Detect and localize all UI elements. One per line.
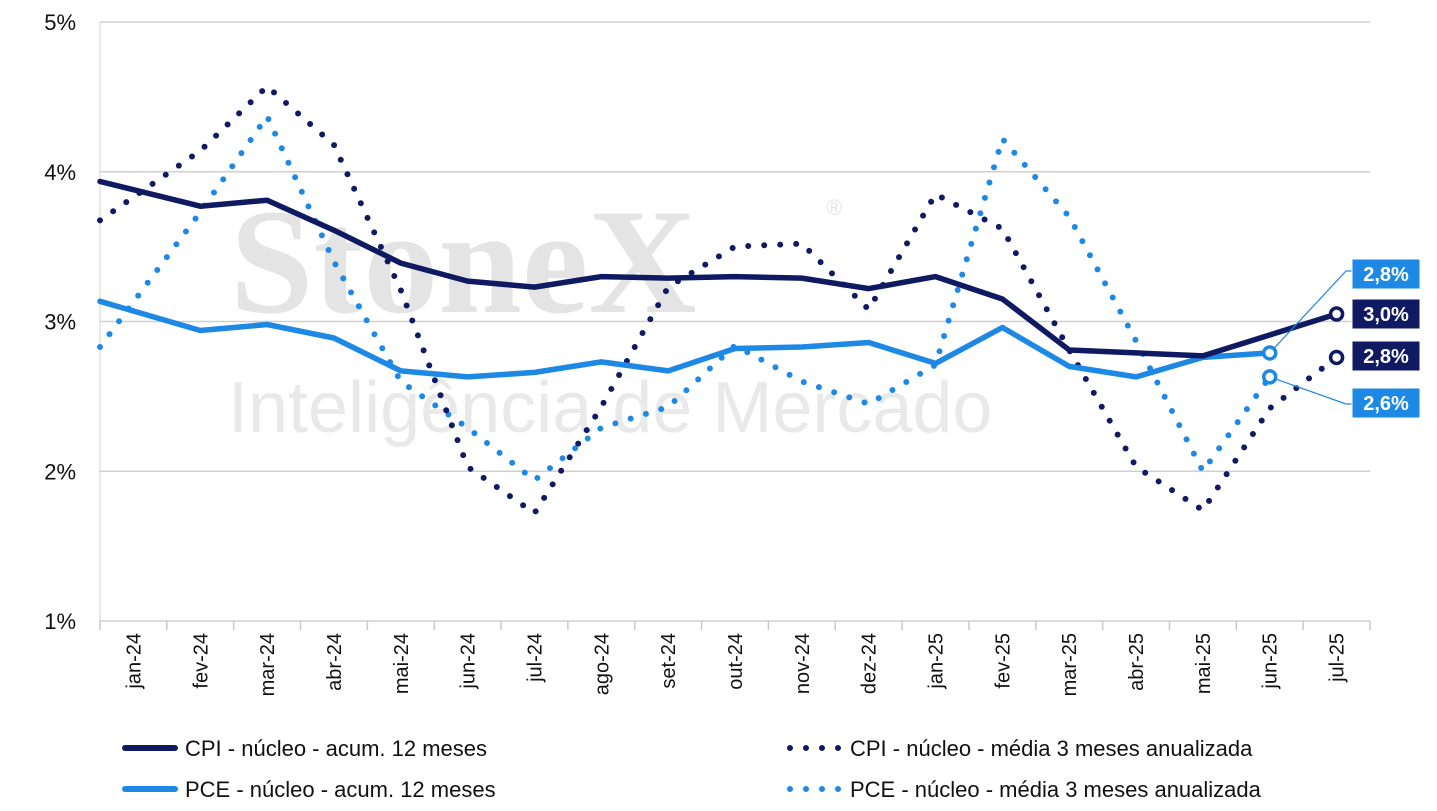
y-tick-label: 5% <box>44 10 76 35</box>
watermark-subtitle: Inteligência de Mercado <box>228 368 992 448</box>
series-end-marker <box>1261 369 1278 385</box>
y-tick-label: 1% <box>44 609 76 634</box>
watermark-registered-mark: ® <box>826 195 842 220</box>
legend-label: CPI - núcleo - acum. 12 meses <box>185 736 487 761</box>
watermark: StoneX ® Inteligência de Mercado <box>228 179 992 448</box>
legend-label: PCE - núcleo - acum. 12 meses <box>185 777 496 802</box>
x-tick-label: mar-25 <box>1059 633 1081 696</box>
series-layer <box>97 83 1340 517</box>
callout-label: 2,8% <box>1363 264 1409 286</box>
x-tick-label: jul-25 <box>1327 633 1349 683</box>
callout-label: 3,0% <box>1363 304 1409 326</box>
y-tick-label: 3% <box>44 310 76 335</box>
x-tick-label: mai-25 <box>1193 633 1215 694</box>
series-line-1 <box>97 298 1273 380</box>
x-tick-label: jun-25 <box>1260 633 1282 690</box>
x-tick-label: dez-24 <box>859 633 881 694</box>
callout-label: 2,8% <box>1363 346 1409 368</box>
callout-box <box>1351 387 1421 419</box>
x-tick-label: jul-24 <box>524 633 546 683</box>
x-tick-label: abr-25 <box>1126 633 1148 691</box>
watermark-logo: StoneX <box>230 179 697 345</box>
y-tick-label: 4% <box>44 160 76 185</box>
x-tick-label: jan-24 <box>123 633 145 690</box>
x-tick-label: mar-24 <box>257 633 279 696</box>
callout-leader-line <box>1269 376 1352 405</box>
legend-label: CPI - núcleo - média 3 meses anualizada <box>850 736 1253 761</box>
value-callouts: 2,8% 3,0% 2,8% 2,6% <box>1261 258 1421 419</box>
callout-box <box>1351 340 1421 372</box>
x-tick-label: nov-24 <box>792 633 814 694</box>
x-tick-label: set-24 <box>658 633 680 689</box>
gridlines <box>100 21 1370 472</box>
callout-box <box>1351 298 1421 330</box>
x-tick-label: abr-24 <box>324 633 346 691</box>
callout-label: 2,6% <box>1363 393 1409 415</box>
x-tick-label: jun-24 <box>458 633 480 690</box>
axes: 1% 2% 3% 4% 5% jan-24 fev-24 mar-24 abr-24 mai-24… <box>44 10 1371 696</box>
x-tick-label: ago-24 <box>591 633 613 695</box>
series-end-marker <box>1328 306 1345 322</box>
series-end-marker <box>1261 345 1278 361</box>
x-tick-label: jan-25 <box>926 633 948 690</box>
x-tick-label: fev-24 <box>190 633 212 689</box>
series-end-marker <box>1328 349 1345 366</box>
series-line-2 <box>97 83 1340 517</box>
callout-leader-line <box>1269 270 1352 354</box>
x-tick-label: mai-24 <box>391 633 413 694</box>
x-tick-label: out-24 <box>725 633 747 690</box>
series-line-0 <box>97 178 1340 359</box>
legend-label: PCE - núcleo - média 3 meses anualizada <box>850 777 1262 802</box>
y-tick-label: 2% <box>44 459 76 484</box>
x-tick-label: fev-25 <box>992 633 1014 689</box>
callout-box <box>1351 258 1421 290</box>
legend: CPI - núcleo - acum. 12 meses CPI - núcle… <box>122 736 1262 802</box>
